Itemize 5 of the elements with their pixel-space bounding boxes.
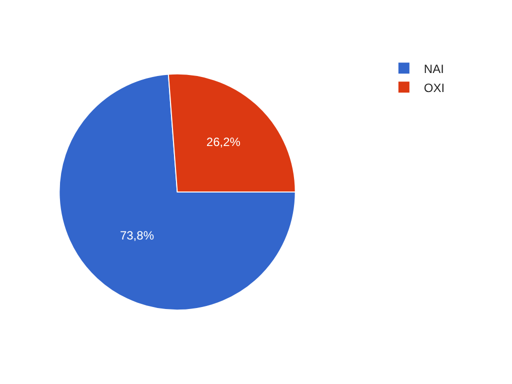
data-label: 26,2% (206, 135, 241, 150)
pie-slice (58, 74, 296, 311)
legend-label: NAI (424, 62, 444, 76)
legend-label: OXI (424, 80, 445, 95)
data-label: 73,8% (120, 228, 154, 242)
